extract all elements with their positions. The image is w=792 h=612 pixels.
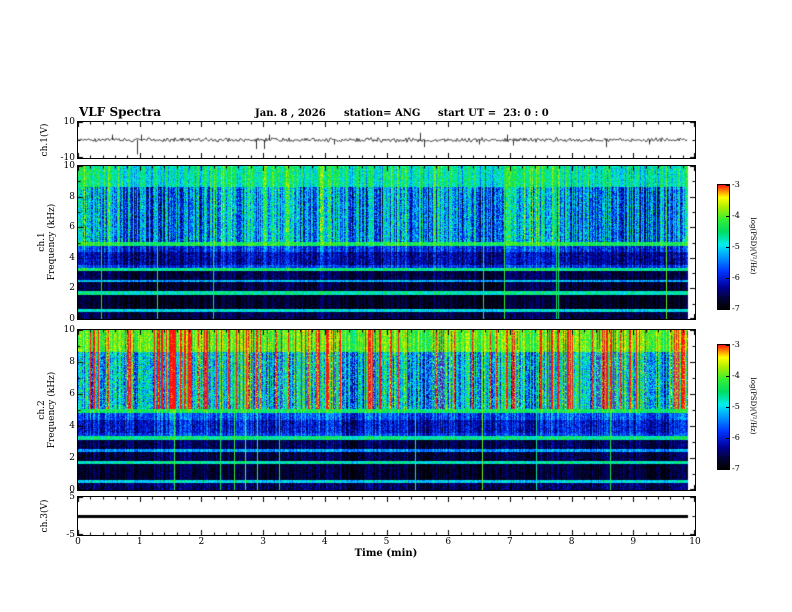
y-tick-label: -10 xyxy=(60,153,76,163)
colorbar-tick xyxy=(726,407,729,408)
colorbar-tick-label: -6 xyxy=(732,273,740,282)
y-tick-label: 6 xyxy=(69,222,75,233)
time-axis-label: Time (min) xyxy=(354,548,418,559)
colorbar-tick-label: -4 xyxy=(732,371,740,380)
y-tick-label: 10 xyxy=(63,161,75,171)
ch1-frequency-axis-label: ch.1 Frequency (kHz) xyxy=(37,204,57,281)
colorbar-tick xyxy=(726,469,729,470)
y-tick-label: 0 xyxy=(69,485,75,495)
colorbar-tick-label: -4 xyxy=(732,211,740,220)
ch1-spectrogram-panel xyxy=(77,165,696,320)
ch3-waveform-canvas xyxy=(78,497,695,535)
colorbar-ch2-label: log(PSD)(V²/Hz) xyxy=(749,377,757,435)
ch3-waveform-panel xyxy=(77,496,696,536)
y-tick-label: 10 xyxy=(63,117,75,127)
y-tick-label: 0 xyxy=(69,314,75,324)
plot-station: station= ANG xyxy=(344,108,421,119)
plot-date: Jan. 8 , 2026 xyxy=(255,108,326,119)
ch1-label: ch.1 xyxy=(37,232,47,252)
colorbar-tick-label: -3 xyxy=(732,180,740,189)
y-tick-label: 6 xyxy=(69,389,75,399)
y-tick-label: 8 xyxy=(69,357,75,367)
x-tick-label: 1 xyxy=(136,537,143,547)
x-tick-label: 9 xyxy=(630,537,637,547)
colorbar-tick xyxy=(726,309,729,310)
colorbar-tick-label: -5 xyxy=(732,242,740,251)
colorbar-ch1-label: log(PSD)(V²/Hz) xyxy=(749,217,757,275)
x-tick-label: 10 xyxy=(689,537,701,547)
ch3-voltage-axis-label: ch.3(V) xyxy=(40,499,50,533)
x-tick-label: 2 xyxy=(198,537,205,547)
y-tick-label: 2 xyxy=(69,283,75,294)
y-tick-label: 4 xyxy=(69,252,75,263)
colorbar-tick xyxy=(726,247,729,248)
colorbar-tick-label: -5 xyxy=(732,402,740,411)
ch1-waveform-canvas xyxy=(78,122,695,158)
ch1-spectrogram-canvas xyxy=(78,166,695,319)
x-tick-label: 6 xyxy=(445,537,452,547)
colorbar-tick xyxy=(726,278,729,279)
ch2-label: ch.2 xyxy=(37,400,47,420)
ch1-waveform-panel xyxy=(77,121,696,159)
colorbar-tick xyxy=(726,216,729,217)
plot-title: VLF Spectra xyxy=(79,105,162,119)
ch2-frequency-khz-label: Frequency (kHz) xyxy=(47,371,57,449)
ch1-frequency-khz-label: Frequency (kHz) xyxy=(47,203,57,281)
colorbar-tick xyxy=(726,185,729,186)
colorbar-tick xyxy=(726,345,729,346)
colorbar-tick-label: -6 xyxy=(732,433,740,442)
x-tick-label: 5 xyxy=(383,537,390,547)
y-tick-label: 8 xyxy=(69,191,75,202)
x-tick-label: 0 xyxy=(75,537,81,547)
colorbar-tick-label: -7 xyxy=(732,464,740,473)
y-tick-label: 2 xyxy=(69,453,75,463)
y-tick-label: 5 xyxy=(69,492,75,502)
colorbar-tick xyxy=(726,376,729,377)
colorbar-tick-label: -3 xyxy=(732,340,740,349)
plot-start-ut: start UT = 23: 0 : 0 xyxy=(438,108,549,119)
colorbar-tick xyxy=(726,438,729,439)
y-tick-label: 4 xyxy=(69,421,75,431)
colorbar-tick-label: -7 xyxy=(732,304,740,313)
ch2-spectrogram-canvas xyxy=(78,330,695,490)
x-tick-label: 8 xyxy=(568,537,575,547)
y-tick-label: 10 xyxy=(63,325,75,335)
y-tick-label: -5 xyxy=(66,530,75,540)
x-tick-label: 7 xyxy=(507,537,513,547)
x-tick-label: 4 xyxy=(321,537,328,547)
ch1-voltage-axis-label: ch.1(V) xyxy=(40,123,50,157)
x-tick-label: 3 xyxy=(260,537,266,547)
ch2-spectrogram-panel xyxy=(77,329,696,491)
ch2-frequency-axis-label: ch.2 Frequency (kHz) xyxy=(37,372,57,449)
